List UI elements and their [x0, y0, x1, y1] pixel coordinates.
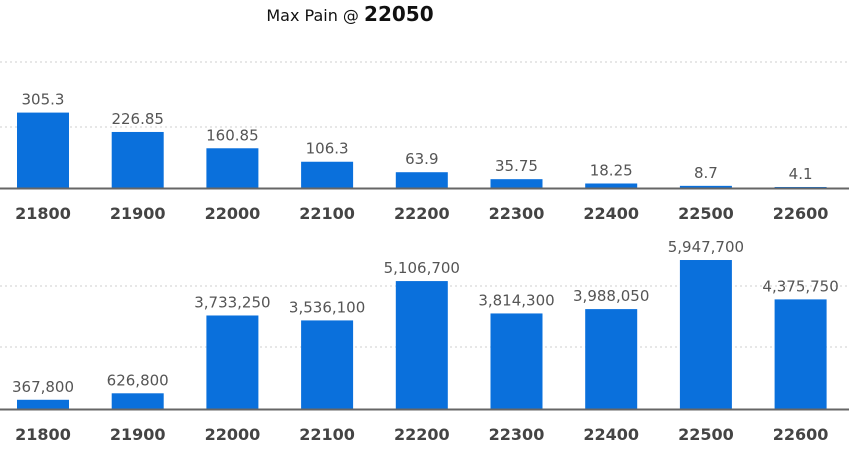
chart1-value-label-22500: 8.7	[694, 164, 718, 182]
chart2-value-label-22400: 3,988,050	[573, 287, 649, 305]
chart2-bar-21800	[17, 399, 69, 409]
chart-title-prefix: Max Pain @	[266, 6, 359, 25]
chart2-bar-22100	[301, 320, 354, 409]
chart1-value-label-22400: 18.25	[590, 161, 633, 179]
chart1-tick-label-21800: 21800	[15, 204, 71, 223]
chart2-tick-label-22000: 22000	[205, 425, 261, 444]
chart1-bar-21900	[111, 131, 164, 188]
chart1-tick-label-21900: 21900	[110, 204, 166, 223]
chart1-bar-22500	[679, 185, 732, 188]
chart2-value-label-22500: 5,947,700	[668, 238, 744, 256]
chart1-tick-label-22500: 22500	[678, 204, 734, 223]
chart1-bar-21800	[17, 112, 69, 188]
chart1-tick-label-22600: 22600	[773, 204, 829, 223]
chart2-value-label-22200: 5,106,700	[384, 259, 460, 277]
chart2-value-label-22100: 3,536,100	[289, 298, 365, 316]
chart1-bar-22200	[395, 172, 448, 188]
chart1-value-label-22200: 63.9	[405, 150, 438, 168]
chart1-bar-22100	[301, 161, 354, 188]
chart1-tick-label-22200: 22200	[394, 204, 450, 223]
chart2-value-label-21800: 367,800	[12, 378, 74, 396]
chart-title-value: 22050	[364, 2, 434, 26]
chart2-bar-22200	[395, 281, 448, 409]
chart2-bar-22500	[679, 260, 732, 409]
chart1-bar-22400	[585, 183, 638, 188]
chart1-tick-label-22400: 22400	[583, 204, 639, 223]
chart2-bar-22600	[774, 299, 827, 409]
chart-title: Max Pain @ 22050	[0, 2, 700, 26]
chart2-value-label-22600: 4,375,750	[762, 277, 838, 295]
chart2-value-label-21900: 626,800	[107, 371, 169, 389]
chart2-tick-label-22200: 22200	[394, 425, 450, 444]
chart1-value-label-22600: 4.1	[789, 165, 813, 183]
chart2-tick-label-21900: 21900	[110, 425, 166, 444]
chart1-bar-22600	[774, 186, 827, 188]
chart1-value-label-22100: 106.3	[306, 140, 349, 158]
chart2-bar-22400	[585, 309, 638, 409]
chart2-tick-label-22500: 22500	[678, 425, 734, 444]
chart2-bar-21900	[111, 393, 164, 409]
chart2-tick-label-22300: 22300	[489, 425, 545, 444]
chart1-value-label-21800: 305.3	[22, 91, 65, 109]
chart2-tick-label-22600: 22600	[773, 425, 829, 444]
chart1-tick-label-22000: 22000	[205, 204, 261, 223]
chart1-tick-label-22100: 22100	[299, 204, 355, 223]
chart2-bar-22000	[206, 315, 259, 409]
chart2-tick-label-22100: 22100	[299, 425, 355, 444]
chart2-tick-label-22400: 22400	[583, 425, 639, 444]
chart2-bar-22300	[490, 313, 543, 409]
chart1-value-label-22300: 35.75	[495, 157, 538, 175]
chart1-value-label-21900: 226.85	[111, 110, 164, 128]
chart1-tick-label-22300: 22300	[489, 204, 545, 223]
chart1-bar-22300	[490, 179, 543, 188]
chart2-tick-label-21800: 21800	[15, 425, 71, 444]
chart2-value-label-22300: 3,814,300	[478, 291, 554, 309]
chart1-bar-22000	[206, 148, 259, 188]
chart2-value-label-22000: 3,733,250	[194, 293, 270, 311]
chart1-value-label-22000: 160.85	[206, 126, 259, 144]
